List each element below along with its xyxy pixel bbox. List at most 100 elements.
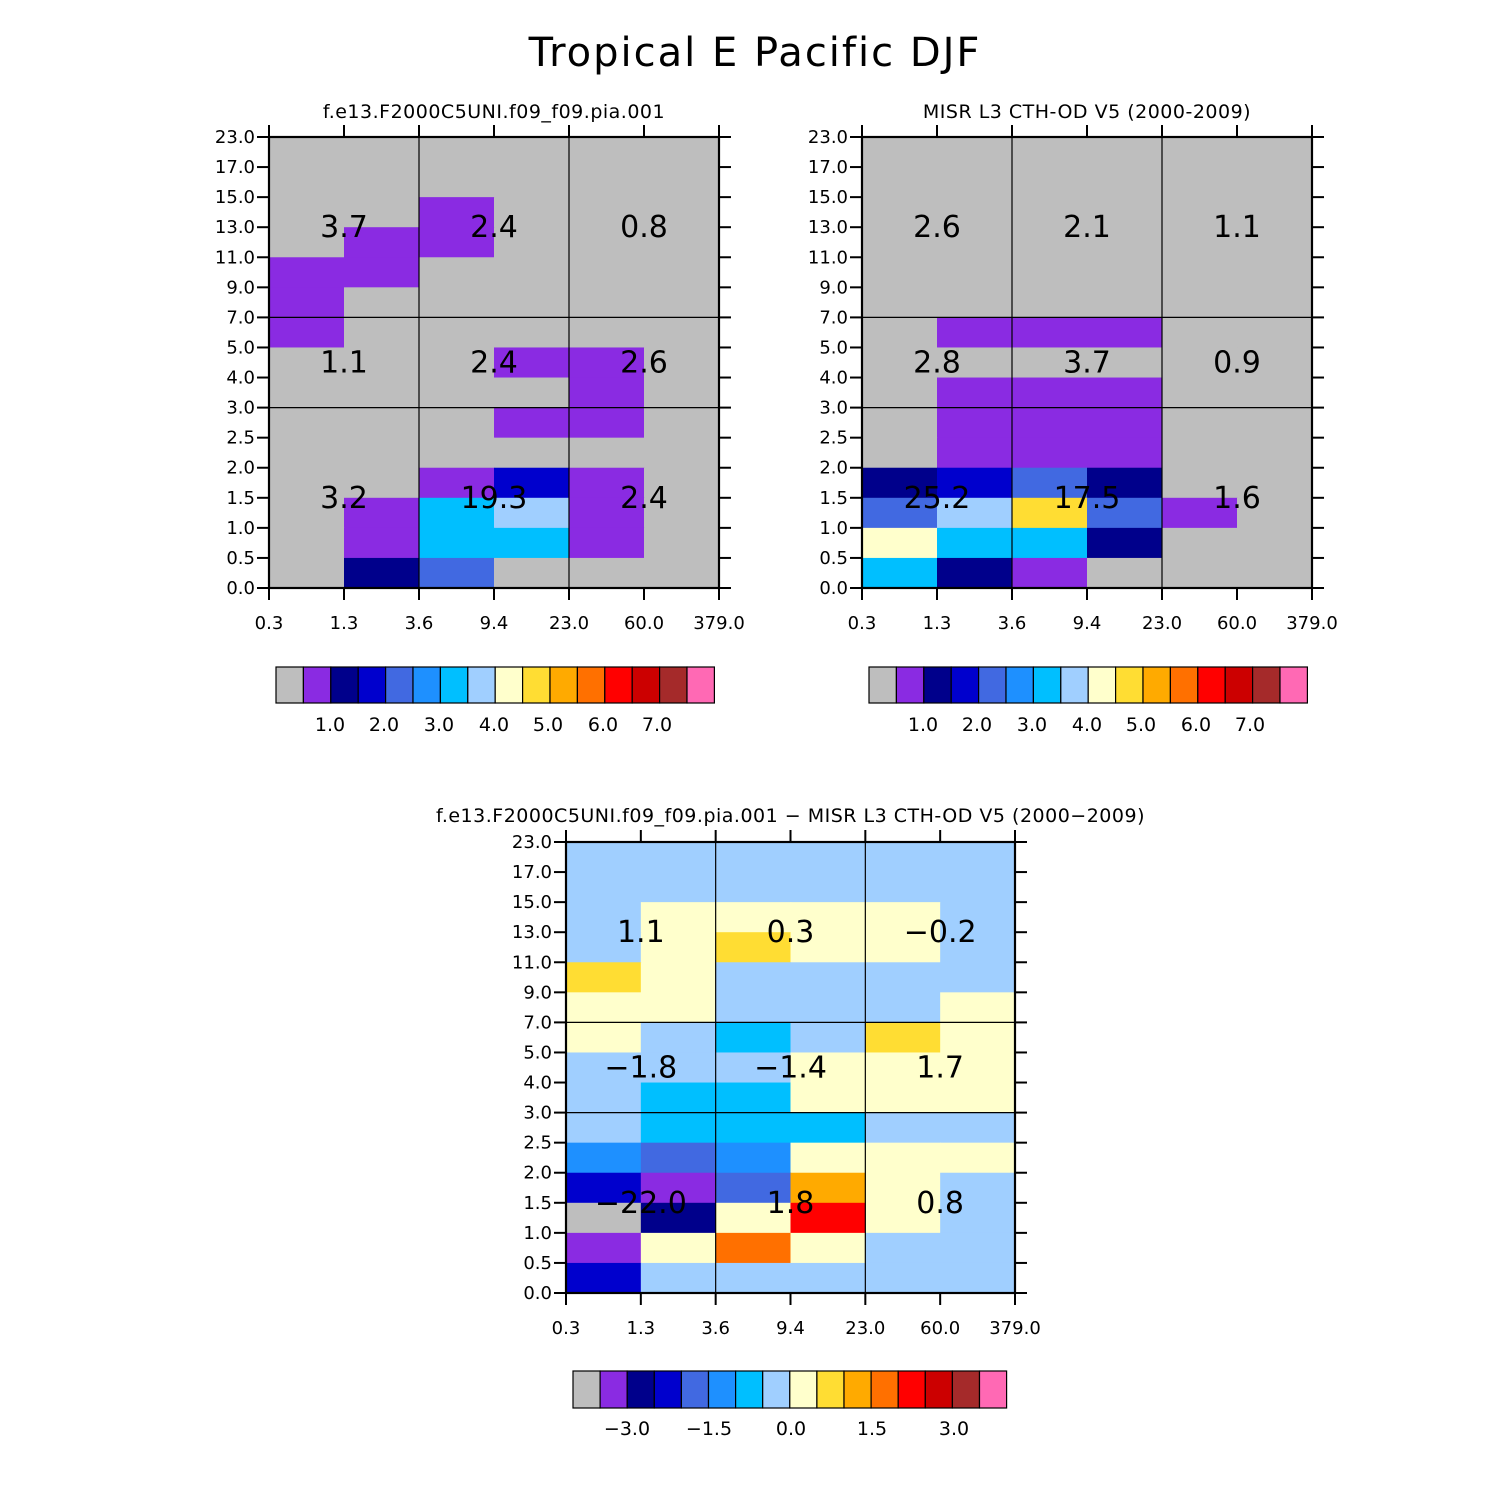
heatmap-cell [269,197,345,228]
colorbar-swatch [549,666,578,704]
y-tick-label: 1.0 [819,518,848,539]
heatmap-cell [865,902,941,933]
y-tick-label: 7.0 [523,1012,552,1033]
y-tick-label: 7.0 [819,307,848,328]
heatmap-cell [715,1142,792,1174]
heatmap-cell [344,407,420,439]
colorbar-swatch [439,666,469,704]
colorbar-swatch [1087,666,1117,704]
y-tick-label: 0.5 [819,548,848,569]
heatmap-cell [1012,197,1088,228]
colorbar-swatch [1224,666,1254,704]
colorbar-swatch [1060,666,1089,704]
colorbar-label: −1.5 [686,1418,732,1440]
heatmap-cell [419,347,495,379]
colorbar-label: 0.0 [776,1418,806,1440]
heatmap-cell [940,1232,1016,1264]
heatmap-cell [715,1022,792,1054]
heatmap-cell [419,557,495,589]
x-tick-label: 23.0 [845,1318,885,1339]
heatmap-cell [1237,377,1313,409]
heatmap-cell [790,902,866,933]
y-tick-label: 2.5 [819,428,848,449]
heatmap-cell [937,407,1013,439]
heatmap-cell [269,527,345,559]
heatmap-cell [715,1082,792,1114]
heatmap-cell [862,257,938,288]
colorbar-swatch [924,1370,953,1409]
region-totals: 3.7 2.4 0.8 1.1 2.4 2.6 3.2 19.3 2.4 [320,210,668,516]
heatmap-cell [715,1262,792,1294]
heatmap-cell [269,557,345,589]
heatmap-cell [940,1112,1016,1144]
heatmap-cell [1162,347,1238,379]
heatmap-cell [862,137,938,168]
x-tick-label: 23.0 [549,613,589,634]
heatmap-cell [865,1082,941,1114]
heatmap-cell [862,287,938,318]
colorbar-swatch [626,1370,655,1409]
y-tick-label: 9.0 [523,982,552,1003]
heatmap-cell [937,227,1013,258]
figure-title: Tropical E Pacific DJF [528,30,982,76]
heatmap-cell [644,317,720,349]
y-tick-label: 0.0 [226,578,255,599]
heatmap-cell [269,377,345,409]
heatmap-cell [790,872,866,903]
heatmap-cell [862,347,938,379]
heatmap-cell [344,287,420,318]
y-tick-label: 0.5 [523,1253,552,1274]
region-total-low: 19.3 [461,481,528,516]
y-tick-label: 0.0 [523,1283,552,1304]
colorbar-swatch [330,666,359,704]
colorbar-swatch [521,666,551,704]
heatmap-cell [940,1082,1016,1114]
colorbar-swatch [978,1370,1008,1409]
heatmap-cells [862,137,1313,589]
heatmap-cell [644,497,720,529]
heatmap-cell [569,497,645,529]
heatmap-cell [269,407,345,439]
heatmap-cell [862,377,938,409]
heatmap-cell [1087,377,1163,409]
x-tick-label: 60.0 [1217,613,1257,634]
region-total-high: 2.6 [913,210,961,245]
heatmap-cell [1087,167,1163,198]
heatmap-cell [790,1052,866,1084]
colorbar-swatch [412,666,441,704]
heatmap-cell [862,437,938,469]
heatmap-cells [269,137,720,589]
heatmap-cell [1012,407,1088,439]
heatmap-cell [1087,437,1163,469]
region-total-mid: 3.7 [1063,346,1111,381]
heatmap-cell [1087,257,1163,288]
heatmap-cell [1087,497,1163,529]
heatmap-cell [566,902,642,933]
colorbar-swatch [1005,666,1034,704]
region-total-high: 2.4 [470,210,518,245]
heatmap-cell [494,347,570,379]
x-tick-label: 379.0 [989,1318,1041,1339]
heatmap-cell [644,377,720,409]
colorbar-swatch [950,666,980,704]
heatmap-cell [865,992,941,1023]
colorbar-label: 1.0 [315,714,345,736]
colorbar-swatch [599,1370,628,1409]
colorbar-label: 1.5 [857,1418,887,1440]
colorbar-swatch [467,666,496,704]
region-total-mid: 1.1 [320,346,368,381]
heatmap-cell [940,1142,1016,1174]
heatmap-cell [566,1202,642,1234]
region-total-low: 2.4 [620,481,668,516]
heatmap-cell [1162,257,1238,288]
heatmap-cell [790,1022,866,1054]
heatmap-cell [566,1112,642,1144]
heatmap-cell [640,1172,717,1204]
heatmap-cell [344,377,420,409]
x-tick-label: 3.6 [701,1318,730,1339]
heatmap-cell [269,497,345,529]
colorbar-swatch [843,1370,872,1409]
x-tick-label: 9.4 [1073,613,1102,634]
heatmap-cell [569,257,645,288]
region-total-mid: −1.4 [754,1051,827,1086]
